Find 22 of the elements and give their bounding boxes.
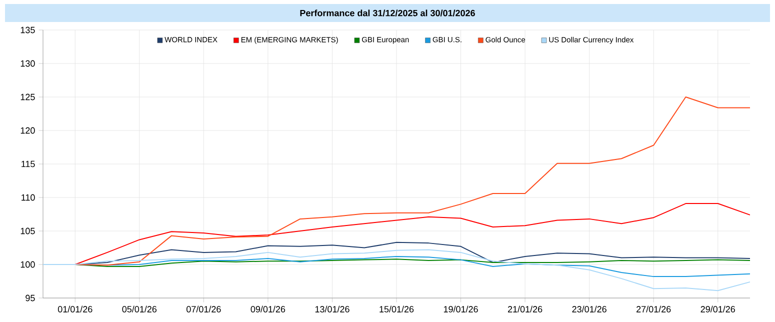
y-tick-label: 100 <box>20 261 35 268</box>
y-tick-label: 135 <box>20 26 35 34</box>
line-series <box>43 249 750 292</box>
x-tick-label: 27/01/26 <box>636 306 671 312</box>
y-tick-label: 125 <box>20 94 35 100</box>
x-tick-label: 19/01/26 <box>444 306 478 312</box>
x-tick-label: 05/01/26 <box>122 306 157 312</box>
x-tick-label: 13/01/26 <box>315 306 350 312</box>
x-tick-label: 09/01/26 <box>250 306 286 312</box>
x-tick-label: 07/01/26 <box>186 306 221 312</box>
x-tick-label: 15/01/26 <box>380 306 414 312</box>
chart-title: Performance dal 31/12/2025 al 30/01/2026 <box>300 10 475 16</box>
y-tick-label: 115 <box>22 160 35 168</box>
x-tick-label: 21/01/26 <box>508 306 542 312</box>
y-tick-label: 130 <box>20 60 35 67</box>
x-tick-label: 29/01/26 <box>700 306 735 312</box>
y-tick-label: 120 <box>20 127 35 134</box>
x-tick-label: 01/01/26 <box>58 306 92 312</box>
y-tick-label: 95 <box>26 294 35 302</box>
x-tick-label: 23/01/26 <box>572 306 606 312</box>
y-tick-label: 110 <box>22 194 35 201</box>
y-tick-label: 105 <box>20 228 35 234</box>
